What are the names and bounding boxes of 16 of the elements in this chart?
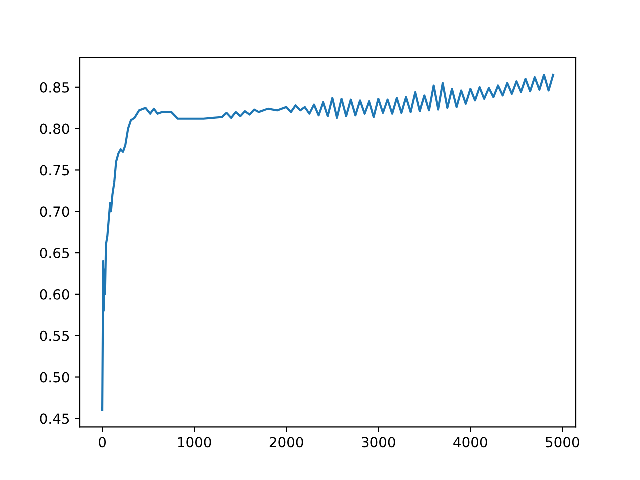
y-tick-label: 0.70 (40, 206, 70, 218)
y-tick-label: 0.55 (40, 330, 70, 342)
x-tick-label: 2000 (270, 437, 304, 448)
x-tick-label: 5000 (546, 437, 580, 448)
x-tick-label: 4000 (454, 437, 488, 448)
x-tick-label: 0 (99, 437, 106, 448)
y-tick-label: 0.80 (40, 124, 70, 134)
line-series (102, 74, 554, 412)
x-tick-label: 3000 (362, 437, 396, 448)
y-tick-label: 0.45 (40, 414, 70, 424)
y-tick-label: 0.60 (40, 289, 70, 300)
x-tick-label: 1000 (178, 437, 212, 448)
y-tick-label: 0.65 (40, 248, 70, 259)
y-tick-label: 0.75 (40, 165, 70, 176)
y-tick-label: 0.85 (40, 82, 70, 93)
y-tick-label: 0.50 (40, 372, 70, 383)
